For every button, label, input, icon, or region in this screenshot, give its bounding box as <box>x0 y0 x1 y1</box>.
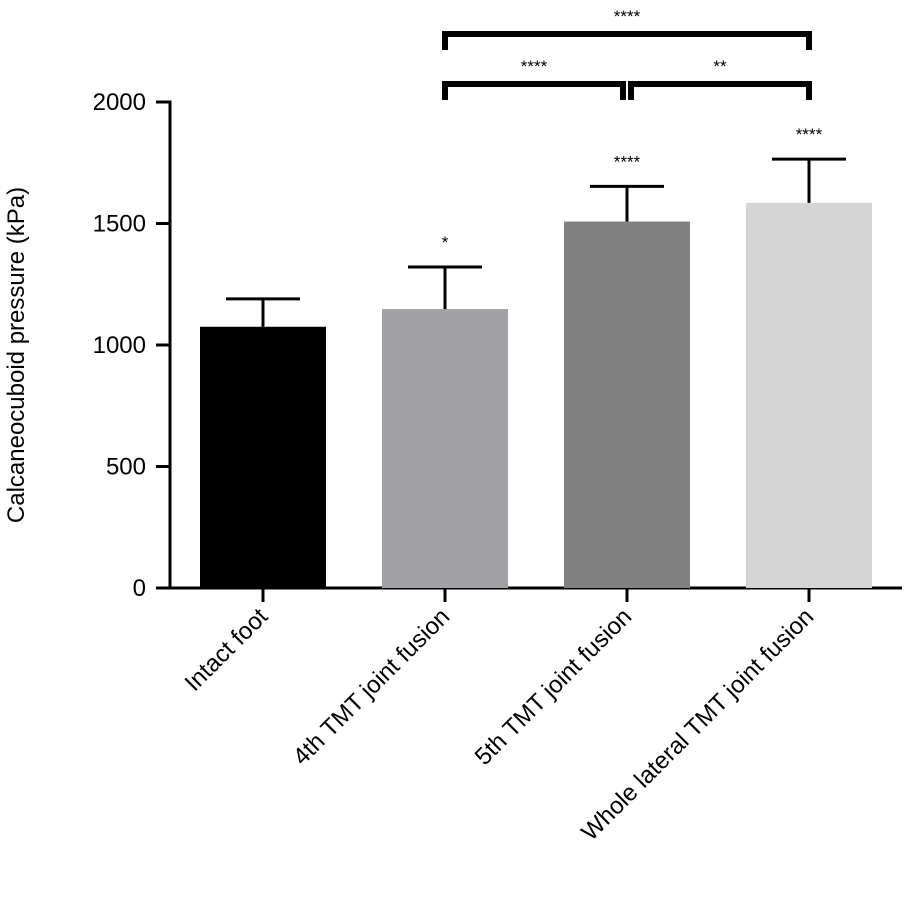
comparison-bracket <box>442 81 626 100</box>
significance-label: **** <box>614 152 641 171</box>
y-tick-label: 1000 <box>93 332 146 359</box>
comparison-label: ** <box>713 57 727 76</box>
y-tick-label: 0 <box>133 575 146 602</box>
bar <box>564 221 690 588</box>
y-tick-label: 2000 <box>93 89 146 116</box>
x-category-label: 4th TMT joint fusion <box>288 603 456 771</box>
bar <box>746 202 872 588</box>
y-tick-label: 500 <box>106 454 146 481</box>
bar <box>200 326 326 588</box>
comparison-bracket <box>442 31 812 50</box>
bar <box>382 309 508 588</box>
comparison-label: **** <box>521 57 548 76</box>
comparison-label: **** <box>614 7 641 26</box>
x-category-label: Intact foot <box>180 603 274 697</box>
comparison-bracket <box>628 81 812 100</box>
significance-label: * <box>442 233 449 252</box>
x-category-label: 5th TMT joint fusion <box>470 603 638 771</box>
y-axis-title: Calcaneocuboid pressure (kPa) <box>3 187 30 523</box>
significance-label: **** <box>796 125 823 144</box>
y-tick-label: 1500 <box>93 211 146 238</box>
